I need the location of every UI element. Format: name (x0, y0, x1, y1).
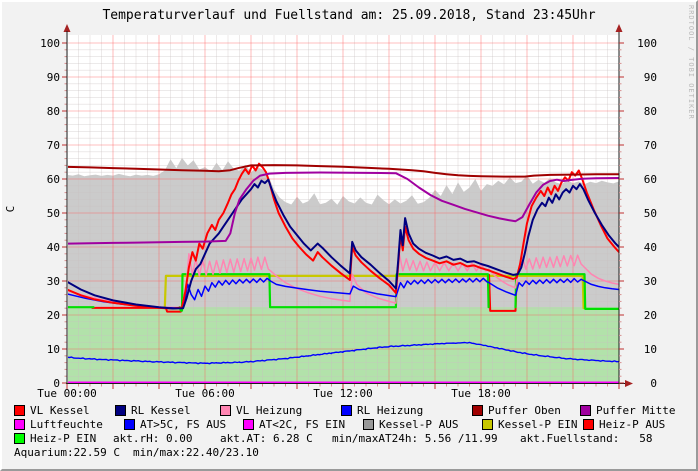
legend-swatch (220, 404, 231, 416)
legend-item: akt.rH: 0.00 (113, 432, 220, 445)
legend-swatch (472, 404, 483, 416)
legend-item: akt.AT: 6.28 C (220, 432, 332, 445)
svg-text:50: 50 (47, 207, 60, 220)
legend-row-4: Aquarium:22.59 C min/max:22.40/23.10 (14, 445, 690, 459)
series-puffer-mitte (68, 171, 619, 245)
legend: VL Kessel RL Kessel VL Heizung RL Heizung Pu… (14, 403, 690, 459)
svg-text:100: 100 (637, 37, 657, 50)
svg-text:10: 10 (644, 343, 657, 356)
legend-label: Aquarium:22.59 C (14, 445, 120, 459)
legend-item: Puffer Oben (472, 404, 580, 417)
legend-label: Kessel-P AUS (379, 417, 459, 431)
axes (62, 24, 633, 389)
legend-swatch (14, 404, 25, 416)
legend-label: AT>5C, FS AUS (140, 417, 227, 431)
legend-item: Luftfeuchte (14, 418, 124, 431)
legend-label: VL Kessel (30, 403, 90, 417)
legend-item: akt.Fuellstand: 58 (520, 432, 680, 445)
legend-swatch (124, 418, 135, 430)
legend-row-2: Luftfeuchte AT>5C, FS AUS AT<2C, FS EIN Kes… (14, 417, 690, 431)
svg-text:0: 0 (53, 377, 60, 390)
y-axis-title: C (4, 206, 17, 213)
legend-label: Puffer Oben (488, 403, 561, 417)
legend-item: min/maxAT24h: 5.56 /11.99 (332, 432, 520, 445)
series-vl-kessel (68, 162, 619, 310)
rrdtool-watermark: RRDTOOL / TOBI OETIKER (687, 5, 695, 120)
svg-text:70: 70 (47, 139, 60, 152)
legend-item: Heiz-P AUS (583, 418, 683, 431)
legend-item: AT>5C, FS AUS (124, 418, 243, 431)
legend-label: akt.AT: 6.28 C (220, 431, 313, 445)
series-rl-kessel (68, 178, 619, 310)
legend-swatch (115, 404, 126, 416)
legend-row-1: VL Kessel RL Kessel VL Heizung RL Heizung Pu… (14, 403, 690, 417)
series-puffer-oben (68, 164, 619, 178)
legend-label: Heiz-P AUS (599, 417, 666, 431)
legend-item: min/max:22.40/23.10 (133, 446, 293, 459)
legend-swatch (363, 418, 374, 430)
legend-item: RL Kessel (115, 404, 220, 417)
svg-text:50: 50 (644, 207, 657, 220)
series-at-aussentemperatur- (68, 341, 619, 365)
svg-text:10: 10 (47, 343, 60, 356)
svg-text:0: 0 (650, 377, 657, 390)
svg-text:60: 60 (47, 173, 60, 186)
svg-text:20: 20 (644, 309, 657, 322)
graph-title: Temperaturverlauf und Fuellstand am: 25.… (102, 8, 596, 23)
legend-label: AT<2C, FS EIN (259, 417, 346, 431)
legend-item: RL Heizung (341, 404, 472, 417)
svg-text:90: 90 (47, 71, 60, 84)
svg-text:30: 30 (644, 275, 657, 288)
legend-label: RL Kessel (131, 403, 191, 417)
series-vl-heizung (68, 253, 619, 309)
legend-swatch (580, 404, 591, 416)
legend-item: Puffer Mitte (580, 404, 690, 417)
legend-item: VL Heizung (220, 404, 341, 417)
legend-label: akt.rH: 0.00 (113, 431, 193, 445)
legend-item: Kessel-P AUS (363, 418, 482, 431)
svg-text:Tue 18:00: Tue 18:00 (451, 387, 511, 400)
legend-label: Heiz-P EIN (30, 431, 97, 445)
svg-text:20: 20 (47, 309, 60, 322)
legend-item: Aquarium:22.59 C (14, 446, 133, 459)
plot-area (68, 35, 619, 384)
legend-item: VL Kessel (14, 404, 115, 417)
svg-text:30: 30 (47, 275, 60, 288)
series-kessel-p-ein (163, 274, 585, 310)
axis-labels: 0 0 10 10 20 20 30 30 40 40 50 50 60 60 70 70 80 80 90 90 10… (4, 37, 657, 400)
legend-item: AT<2C, FS EIN (243, 418, 363, 431)
svg-text:90: 90 (644, 71, 657, 84)
grid (68, 35, 619, 383)
legend-label: Luftfeuchte (30, 417, 103, 431)
svg-text:80: 80 (644, 105, 657, 118)
legend-row-3: Heiz-P EIN akt.rH: 0.00 akt.AT: 6.28 C min/… (14, 431, 690, 445)
svg-text:60: 60 (644, 173, 657, 186)
svg-text:80: 80 (47, 105, 60, 118)
legend-swatch (14, 432, 25, 444)
legend-label: Puffer Mitte (596, 403, 676, 417)
legend-swatch (243, 418, 254, 430)
legend-swatch (482, 418, 493, 430)
legend-item: Heiz-P EIN (14, 432, 113, 445)
svg-text:100: 100 (40, 37, 60, 50)
legend-swatch (14, 418, 25, 430)
legend-item: Kessel-P EIN (482, 418, 583, 431)
svg-text:Tue 06:00: Tue 06:00 (175, 387, 235, 400)
legend-label: RL Heizung (357, 403, 424, 417)
svg-text:Tue 00:00: Tue 00:00 (37, 387, 97, 400)
svg-text:40: 40 (47, 241, 60, 254)
series-rl-heizung (68, 277, 619, 309)
svg-text:Tue 12:00: Tue 12:00 (313, 387, 373, 400)
legend-label: Kessel-P EIN (498, 417, 578, 431)
legend-swatch (583, 418, 594, 430)
legend-label: min/max:22.40/23.10 (133, 445, 259, 459)
svg-text:40: 40 (644, 241, 657, 254)
legend-label: akt.Fuellstand: 58 (520, 431, 653, 445)
legend-swatch (341, 404, 352, 416)
legend-label: VL Heizung (236, 403, 303, 417)
svg-text:70: 70 (644, 139, 657, 152)
legend-label: min/maxAT24h: 5.56 /11.99 (332, 431, 498, 445)
